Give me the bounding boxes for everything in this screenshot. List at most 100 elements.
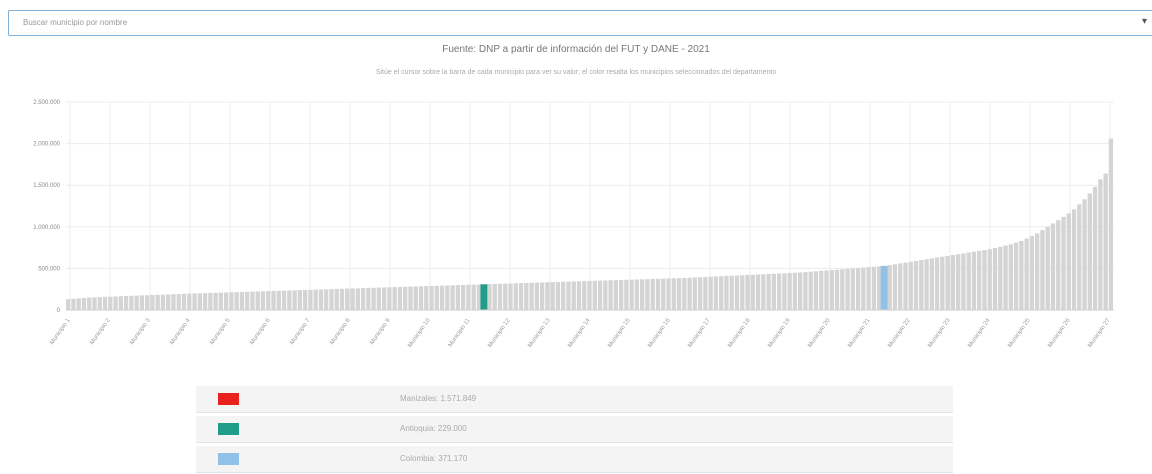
- bar: [629, 279, 634, 310]
- x-tick-label: Municipio 1: [49, 317, 72, 346]
- x-tick-label: Municipio 23: [927, 317, 952, 349]
- bar: [834, 269, 840, 310]
- legend-item[interactable]: Manizales: 1.571.849: [196, 386, 953, 413]
- bar: [992, 248, 998, 310]
- bar: [713, 276, 719, 310]
- bar: [208, 292, 213, 310]
- bar: [260, 291, 266, 310]
- bar: [561, 281, 566, 310]
- bar: [276, 290, 281, 310]
- bar: [692, 277, 698, 310]
- bar: [392, 287, 397, 310]
- legend-item[interactable]: Colombia: 371.170: [196, 446, 953, 473]
- bar: [945, 255, 950, 310]
- bar: [445, 285, 450, 310]
- x-tick-label: Municipio 8: [329, 317, 352, 346]
- bar: [582, 281, 587, 310]
- bar: [339, 288, 345, 310]
- x-tick-label: Municipio 9: [369, 317, 392, 346]
- x-tick-label: Municipio 10: [407, 317, 432, 349]
- bar: [192, 293, 197, 310]
- bar: [292, 290, 297, 310]
- bar: [655, 278, 661, 310]
- bar: [439, 285, 445, 310]
- bar: [487, 284, 492, 310]
- x-tick-label: Municipio 16: [647, 317, 672, 349]
- bar: [1071, 209, 1077, 310]
- bar: [650, 278, 655, 310]
- x-tick-label: Municipio 19: [767, 317, 792, 349]
- bar: [998, 246, 1003, 310]
- bar: [255, 291, 260, 310]
- bar: [892, 264, 898, 310]
- bar: [1087, 193, 1092, 310]
- bar: [861, 267, 866, 310]
- bar: [724, 275, 729, 310]
- y-tick-label: 2.500.000: [33, 100, 60, 106]
- chevron-down-icon[interactable]: ▾: [1141, 16, 1147, 27]
- bar: [956, 254, 961, 310]
- bar: [908, 261, 913, 310]
- bar: [597, 280, 603, 310]
- x-tick-label: Municipio 12: [487, 317, 512, 349]
- bar: [877, 266, 882, 310]
- bar: [934, 257, 940, 310]
- bar: [313, 289, 318, 310]
- bar: [234, 292, 239, 310]
- bar: [824, 270, 829, 310]
- bar: [676, 278, 682, 310]
- bar: [866, 267, 871, 310]
- bar: [592, 280, 597, 310]
- bar: [982, 250, 987, 310]
- bar: [697, 277, 703, 310]
- bar: [898, 263, 903, 310]
- bar: [81, 297, 87, 310]
- bar: [808, 271, 813, 310]
- bar: [734, 275, 740, 310]
- legend-swatch-teal: [218, 423, 239, 435]
- bar: [518, 283, 524, 310]
- bar: [798, 272, 803, 310]
- bar: [1013, 242, 1019, 310]
- bar: [645, 279, 650, 310]
- bar: [576, 281, 582, 310]
- bar: [987, 249, 992, 310]
- x-tick-label: Municipio 17: [687, 317, 712, 349]
- bar: [139, 295, 145, 310]
- x-tick-label: Municipio 7: [289, 317, 312, 346]
- bar: [403, 286, 408, 310]
- legend-item[interactable]: Antioquia: 229.000: [196, 416, 953, 443]
- bar: [1024, 238, 1029, 310]
- bar: [961, 253, 966, 310]
- bar: [176, 294, 181, 310]
- bar: [245, 291, 250, 310]
- x-tick-label: Municipio 21: [847, 317, 872, 349]
- municipality-select[interactable]: Buscar municipio por nombre ▾: [8, 10, 1152, 36]
- x-tick-label: Municipio 14: [567, 317, 592, 349]
- bar: [1066, 213, 1071, 310]
- bar: [266, 291, 271, 310]
- bar: [608, 280, 613, 310]
- select-placeholder: Buscar municipio por nombre: [23, 18, 128, 27]
- bar: [1029, 235, 1035, 310]
- x-tick-label: Municipio 24: [967, 317, 992, 349]
- bar: [782, 273, 787, 310]
- bar-chart: 0 500.000 1.000.000 1.500.000 2.000.000 2.500…: [33, 100, 1114, 349]
- bar: [792, 272, 798, 310]
- x-tick-label: Municipio 20: [807, 317, 832, 349]
- bar: [740, 275, 745, 310]
- bar: [1098, 179, 1103, 310]
- bar: [1092, 186, 1098, 310]
- chart-subtitle: Sitúe el cursor sobre la barra de cada m…: [375, 69, 777, 76]
- bar: [450, 285, 455, 310]
- x-tick-label: Municipio 13: [527, 317, 552, 349]
- bar: [308, 289, 313, 310]
- bar: [334, 288, 339, 310]
- bar: [218, 292, 224, 310]
- y-tick-label: 0: [57, 308, 61, 314]
- bar: [329, 289, 334, 310]
- bar: [703, 276, 708, 310]
- x-tick-label: Municipio 15: [607, 317, 632, 349]
- bar: [318, 289, 324, 310]
- bar: [223, 292, 229, 310]
